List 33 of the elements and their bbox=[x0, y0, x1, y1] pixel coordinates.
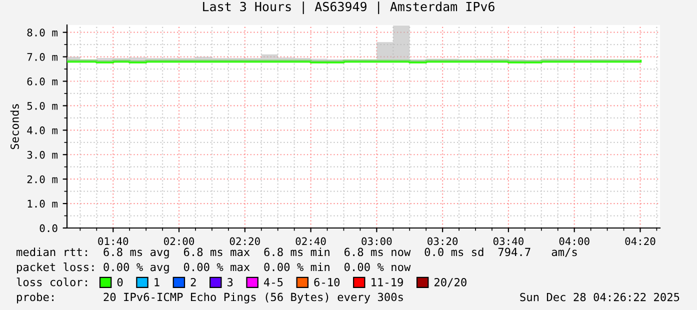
text: median rtt: 6.8 ms avg 6.8 ms max 6.8 ms min 6.8 ms now 0.0 ms sd 794.7 am/s bbox=[16, 248, 577, 258]
x-tick-label: 04:20 bbox=[625, 237, 656, 246]
legend-label: 1 bbox=[154, 278, 160, 286]
legend-label: 3 bbox=[227, 278, 233, 286]
chart-title: Last 3 Hours | AS63949 | Amsterdam IPv6 bbox=[203, 2, 494, 14]
y-axis-title: Seconds bbox=[10, 104, 19, 150]
y-tick-label: 3.0 m bbox=[27, 150, 58, 159]
x-tick-label: 03:00 bbox=[362, 237, 392, 246]
y-tick-label: 8.0 m bbox=[27, 28, 58, 36]
y-tick-label: 2.0 m bbox=[27, 175, 58, 184]
y-tick-label: 5.0 m bbox=[27, 102, 58, 110]
y-tick-label: 6.0 m bbox=[27, 78, 58, 86]
y-tick-label: 7.0 m bbox=[27, 53, 58, 61]
x-tick-label: 04:00 bbox=[559, 237, 590, 246]
x-tick-label: 02:00 bbox=[164, 237, 194, 246]
text: packet loss: 0.00 % avg 0.00 % max 0.00 % min 0.00 % now bbox=[17, 262, 411, 274]
x-tick-label: 02:40 bbox=[296, 237, 326, 246]
x-tick-label: 02:20 bbox=[230, 237, 260, 246]
y-tick-label: 0.0 bbox=[40, 224, 58, 232]
x-tick-label: 01:40 bbox=[98, 237, 128, 246]
text: Sun Dec 28 04:26:22 2025 bbox=[520, 292, 680, 302]
legend-label: 11-19 bbox=[372, 278, 403, 286]
y-tick-label: 4.0 m bbox=[27, 126, 58, 134]
text: probe: 20 IPv6-ICMP Echo Pings (56 Bytes) every 300s bbox=[17, 292, 403, 304]
legend-title: loss color: bbox=[16, 278, 87, 286]
legend-label: 20/20 bbox=[434, 278, 466, 288]
legend-label: 2 bbox=[190, 278, 196, 286]
x-tick-label: 03:40 bbox=[493, 237, 524, 246]
legend-label: 6-10 bbox=[314, 278, 340, 286]
y-tick-label: 1.0 m bbox=[28, 200, 58, 208]
legend-label: 4-5 bbox=[264, 278, 283, 286]
x-tick-label: 03:20 bbox=[428, 237, 458, 246]
legend-label: 0 bbox=[117, 278, 123, 286]
